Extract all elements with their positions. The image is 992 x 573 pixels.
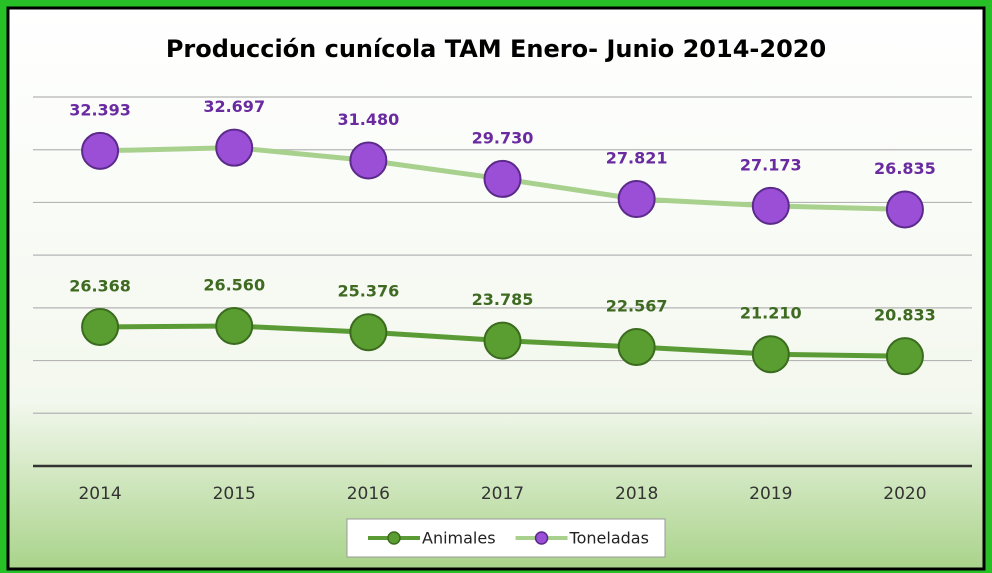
chart-title: Producción cunícola TAM Enero- Junio 201… — [166, 35, 826, 63]
chart-area — [6, 6, 986, 571]
x-tick-label: 2018 — [615, 484, 658, 504]
data-label: 23.785 — [472, 290, 534, 309]
legend-label: Animales — [422, 529, 496, 548]
x-tick-label: 2020 — [883, 484, 926, 504]
data-label: 20.833 — [874, 306, 936, 325]
data-label: 26.368 — [69, 277, 131, 296]
data-label: 27.821 — [606, 149, 668, 168]
marker — [215, 128, 254, 167]
data-label: 26.560 — [203, 275, 265, 294]
marker — [885, 190, 924, 229]
legend-marker — [534, 531, 549, 545]
data-label: 32.697 — [203, 97, 265, 116]
marker — [483, 159, 522, 198]
marker — [215, 306, 254, 345]
data-label: 22.567 — [606, 297, 668, 316]
data-label: 29.730 — [472, 128, 534, 147]
marker — [483, 321, 522, 360]
data-label: 32.393 — [69, 100, 131, 119]
marker — [885, 337, 924, 376]
data-label: 26.835 — [874, 159, 936, 178]
marker — [81, 308, 120, 347]
x-tick-label: 2016 — [347, 484, 390, 504]
x-tick-label: 2017 — [481, 484, 524, 504]
marker — [751, 186, 790, 225]
marker — [349, 313, 388, 352]
marker — [349, 141, 388, 180]
marker — [751, 335, 790, 374]
x-tick-label: 2015 — [213, 484, 256, 504]
x-tick-label: 2019 — [749, 484, 792, 504]
marker — [617, 180, 656, 219]
marker — [81, 131, 120, 170]
data-label: 31.480 — [337, 110, 399, 129]
legend-label: Toneladas — [569, 529, 649, 548]
x-tick-label: 2014 — [78, 484, 121, 504]
data-label: 21.210 — [740, 304, 802, 323]
marker — [617, 328, 656, 367]
data-label: 27.173 — [740, 155, 802, 174]
legend-marker — [387, 531, 401, 545]
data-label: 25.376 — [337, 282, 399, 301]
